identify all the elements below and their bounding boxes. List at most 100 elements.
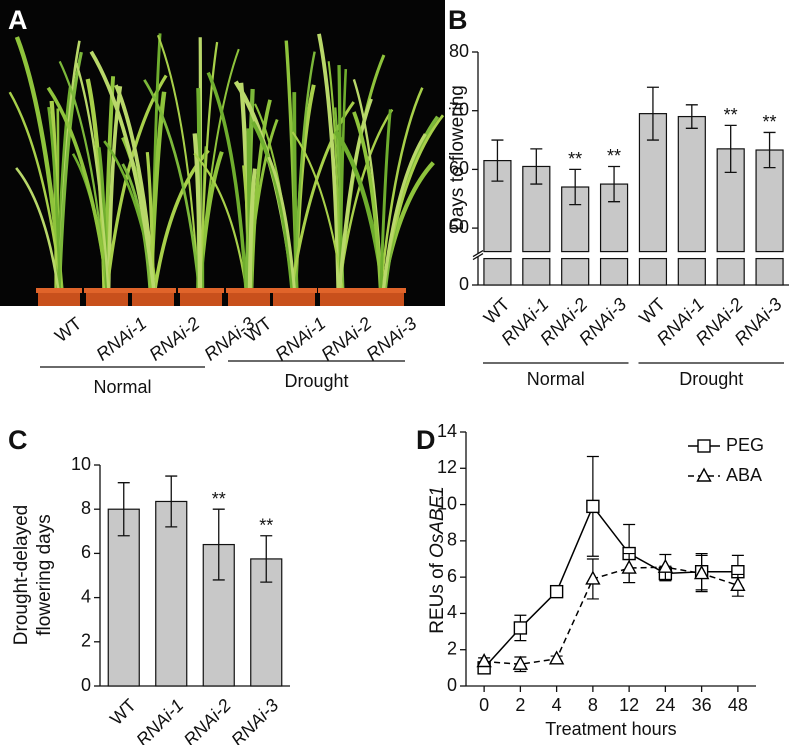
significance: ** (724, 105, 738, 125)
y-axis-label: Days to flowering (447, 85, 468, 231)
point (512, 655, 529, 670)
y-tick-label: 60 (449, 158, 469, 178)
significance: ** (607, 146, 621, 166)
point (513, 621, 528, 635)
legend-marker (696, 467, 712, 482)
bar (638, 257, 668, 286)
bar (202, 543, 235, 687)
x-tick-label: 12 (619, 695, 639, 715)
y-axis-label-part: OsABF1 (427, 486, 448, 558)
axis-break (472, 253, 484, 261)
series-line (483, 504, 738, 669)
leaf (156, 34, 200, 293)
error-bar (763, 131, 776, 169)
leaf (317, 33, 341, 293)
x-tick-label: 24 (655, 695, 675, 715)
leaf (15, 167, 60, 293)
leaf (381, 133, 427, 293)
error-bar (685, 104, 698, 129)
x-tick-label: RNAi-3 (227, 695, 282, 745)
pot-rim (271, 288, 317, 293)
leaf (199, 41, 219, 293)
y-tick-label: 14 (437, 421, 457, 441)
y-tick-label: 10 (437, 493, 457, 513)
pot (180, 290, 222, 306)
bar (155, 500, 188, 687)
y-tick-label: 50 (449, 217, 469, 237)
y-tick-label: 2 (81, 631, 91, 651)
sample-label: WT (51, 313, 85, 346)
y-axis-label-part: REUs of (427, 562, 448, 633)
x-tick-label: 36 (692, 695, 712, 715)
error-bar (212, 508, 225, 581)
y-tick-label: 0 (447, 675, 457, 695)
y-tick-label: 6 (447, 566, 457, 586)
x-tick-label: 0 (479, 695, 489, 715)
y-axis-label: flowering days (34, 514, 55, 635)
leaf (338, 68, 348, 293)
group-label: Normal (93, 377, 151, 397)
point (548, 650, 565, 665)
pot-rim (226, 288, 272, 293)
y-tick-label: 80 (449, 41, 469, 61)
pot-rim (360, 288, 406, 293)
leaf (249, 99, 272, 293)
y-axis-label: REUs of OsABF1 (427, 486, 448, 634)
group-label: Normal (527, 369, 585, 389)
point (730, 576, 746, 592)
x-tick-label: 48 (728, 695, 748, 715)
leaf (379, 109, 392, 293)
sample-label: RNAi-1 (271, 313, 329, 364)
error-bar (608, 165, 621, 203)
x-tick-label: 2 (515, 695, 525, 715)
bar (677, 257, 706, 286)
point (549, 584, 564, 599)
y-tick-label: 8 (447, 530, 457, 550)
significance: ** (212, 489, 226, 509)
x-tick-label: 4 (552, 695, 562, 715)
x-axis-label: Treatment hours (545, 719, 676, 739)
legend-marker (697, 439, 711, 453)
pot (132, 290, 174, 306)
pot-rim (130, 288, 176, 293)
pot (228, 290, 270, 306)
x-tick-label: RNAi-2 (180, 695, 235, 745)
plants (8, 33, 445, 306)
error-bar (491, 139, 504, 182)
bar (561, 257, 590, 286)
bar (483, 257, 512, 286)
x-tick-label: RNAi-1 (132, 695, 187, 745)
legend-label: PEG (726, 435, 764, 455)
bar (599, 257, 629, 286)
y-tick-label: 12 (437, 457, 457, 477)
leaf (47, 106, 62, 293)
bar (107, 508, 140, 687)
legend-label: ABA (726, 465, 762, 485)
leaf (89, 50, 157, 293)
significance: ** (259, 515, 273, 535)
y-tick-label: 8 (81, 498, 91, 518)
error-bar (530, 148, 543, 185)
group-label: Drought (679, 369, 743, 389)
error-bar (117, 482, 130, 537)
pot-rim (318, 288, 364, 293)
error-bar (569, 168, 582, 206)
leaf (46, 86, 110, 293)
y-tick-label: 0 (81, 675, 91, 695)
sample-label: RNAi-3 (362, 313, 420, 364)
leaf (193, 152, 248, 293)
y-tick-label: 10 (71, 454, 91, 474)
pot (86, 290, 128, 306)
bar (716, 257, 745, 286)
axis-break (472, 250, 484, 258)
sample-label: RNAi-2 (317, 313, 375, 364)
pot-rim (84, 288, 130, 293)
leaf (379, 87, 424, 293)
x-tick-label: 8 (588, 695, 598, 715)
y-tick-label: 6 (81, 542, 91, 562)
y-tick-label: 4 (447, 602, 457, 622)
leaf (247, 168, 257, 293)
leaf (291, 131, 345, 293)
leaf (337, 98, 373, 293)
panel-letter: C (8, 425, 28, 455)
